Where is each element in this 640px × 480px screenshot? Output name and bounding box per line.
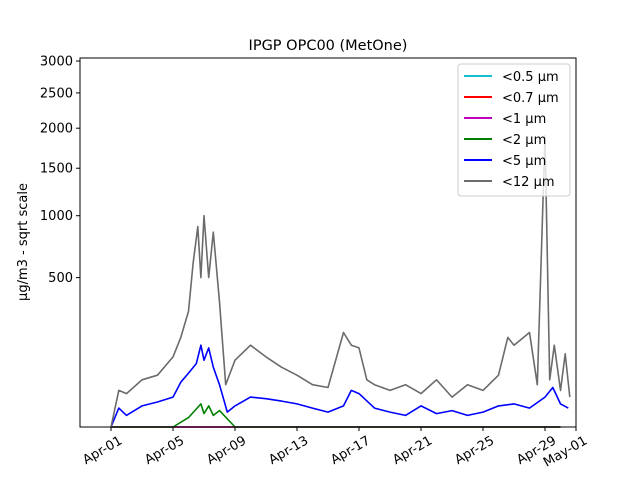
legend-label-2: <1 µm <box>502 112 546 127</box>
y-tick-label-5: 3000 <box>40 55 73 70</box>
plot-frame <box>79 57 577 428</box>
y-axis-label: µg/m3 - sqrt scale <box>16 183 31 301</box>
legend-label-1: <0.7 µm <box>502 91 559 106</box>
y-tick-label-1: 1000 <box>40 209 73 224</box>
y-axis: 500 1000 1500 2000 2500 3000 <box>40 55 80 286</box>
y-tick-label-3: 2000 <box>40 122 73 137</box>
y-tick-label-4: 2500 <box>40 86 73 101</box>
series-line-5 <box>110 135 571 428</box>
legend: <0.5 µm <0.7 µm <1 µm <2 µm <5 µm <12 µm <box>457 63 571 197</box>
series-line-4 <box>110 344 569 428</box>
legend-label-0: <0.5 µm <box>502 70 559 85</box>
legend-label-4: <5 µm <box>502 154 546 169</box>
y-tick-label-2: 1500 <box>40 162 73 177</box>
legend-label-5: <12 µm <box>502 175 555 190</box>
legend-label-3: <2 µm <box>502 133 546 148</box>
chart-title: IPGP OPC00 (MetOne) <box>249 38 408 54</box>
y-tick-label-0: 500 <box>48 271 73 286</box>
